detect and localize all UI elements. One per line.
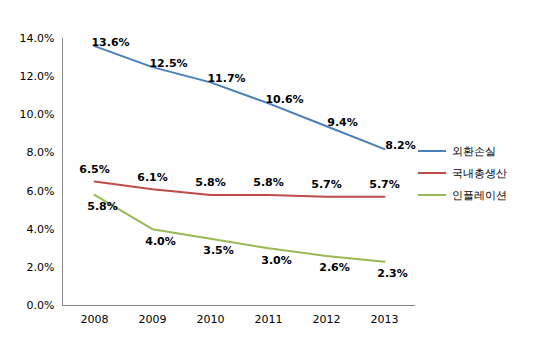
svg-text:2.6%: 2.6% xyxy=(319,261,350,274)
svg-text:12.5%: 12.5% xyxy=(149,57,187,70)
svg-text:8.2%: 8.2% xyxy=(385,139,416,152)
svg-text:0.0%: 0.0% xyxy=(27,299,55,312)
html-text:국내총생산: 국내총생산 xyxy=(452,166,507,180)
svg-text:2012: 2012 xyxy=(313,313,341,326)
svg-text:3.0%: 3.0% xyxy=(261,254,292,267)
svg-text:10.0%: 10.0% xyxy=(20,108,55,121)
svg-text:9.4%: 9.4% xyxy=(327,116,358,129)
svg-text:2009: 2009 xyxy=(139,313,167,326)
svg-text:4.0%: 4.0% xyxy=(145,235,176,248)
svg-text:2013: 2013 xyxy=(371,313,399,326)
svg-text:5.8%: 5.8% xyxy=(253,176,284,189)
svg-text:12.0%: 12.0% xyxy=(20,70,55,83)
svg-text:6.1%: 6.1% xyxy=(137,171,168,184)
svg-text:2011: 2011 xyxy=(255,313,283,326)
svg-text:2.0%: 2.0% xyxy=(27,261,55,274)
svg-text:8.0%: 8.0% xyxy=(27,146,55,159)
svg-text:6.0%: 6.0% xyxy=(27,185,55,198)
svg-text:5.7%: 5.7% xyxy=(369,178,400,191)
svg-text:5.7%: 5.7% xyxy=(311,178,342,191)
svg-text:5.8%: 5.8% xyxy=(195,176,226,189)
svg-text:10.6%: 10.6% xyxy=(265,93,303,106)
svg-text:2.3%: 2.3% xyxy=(377,267,408,280)
svg-text:13.6%: 13.6% xyxy=(91,36,129,49)
html-text:외환손실: 외환손실 xyxy=(452,144,496,158)
svg-text:2010: 2010 xyxy=(197,313,225,326)
html-text:인플레이션: 인플레이션 xyxy=(452,188,507,202)
svg-text:3.5%: 3.5% xyxy=(203,244,234,257)
svg-text:6.5%: 6.5% xyxy=(79,163,110,176)
svg-text:14.0%: 14.0% xyxy=(20,32,55,45)
svg-text:2008: 2008 xyxy=(81,313,109,326)
svg-text:4.0%: 4.0% xyxy=(27,223,55,236)
svg-text:5.8%: 5.8% xyxy=(87,200,118,213)
svg-text:11.7%: 11.7% xyxy=(207,72,245,85)
